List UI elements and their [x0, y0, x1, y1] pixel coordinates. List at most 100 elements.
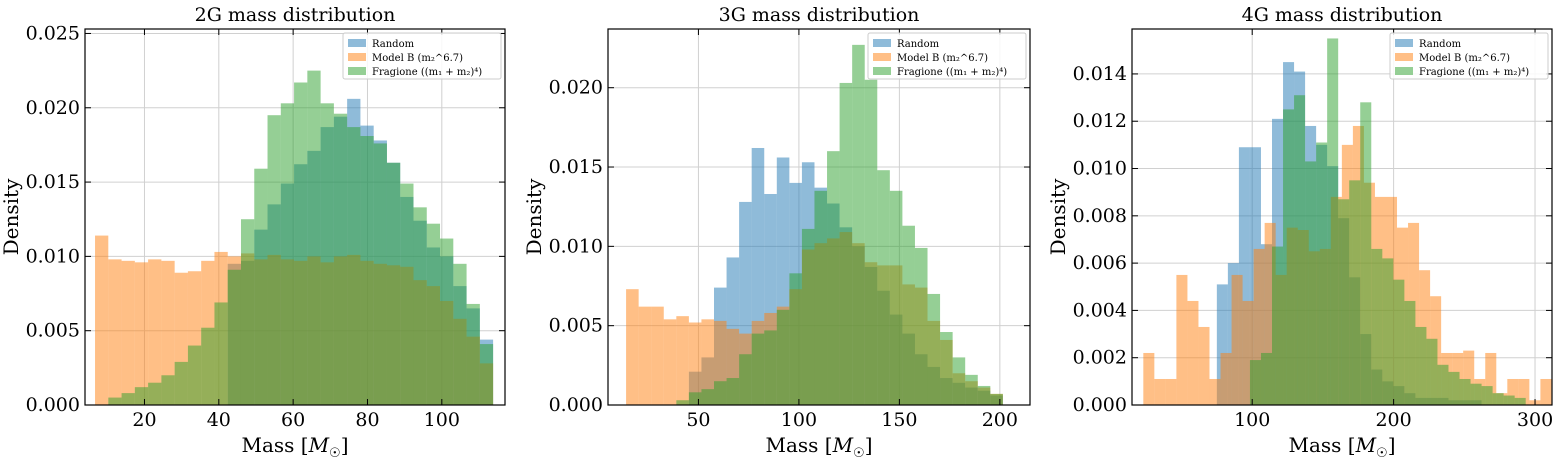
bar [688, 392, 702, 405]
bar [386, 162, 401, 405]
bar [1470, 383, 1482, 405]
bar [1231, 274, 1243, 405]
y-tick-label: 0.005 [26, 320, 80, 342]
bar [121, 260, 135, 405]
bar [413, 207, 427, 405]
bar [267, 115, 281, 405]
bar [479, 344, 494, 405]
bar [161, 375, 175, 405]
bar [701, 319, 715, 405]
y-tick-label: 0.006 [1073, 252, 1127, 274]
x-tick-label: 60 [281, 409, 305, 431]
bar [466, 303, 480, 405]
bar [1371, 248, 1383, 405]
legend: Random Model B (m₂^6.7) Fragione ((m₁ + m₂… [1389, 32, 1549, 80]
y-tick-label: 0.000 [549, 394, 603, 416]
bar [852, 44, 865, 405]
bar [1485, 352, 1497, 405]
x-tick-label: 200 [1375, 409, 1411, 431]
y-tick-label: 0.000 [1073, 394, 1127, 416]
x-tick-label: 200 [982, 409, 1018, 431]
legend-label: Fragione ((m₁ + m₂)⁴) [1419, 67, 1529, 78]
bar [1327, 38, 1339, 405]
bars [626, 44, 1003, 405]
bar [1459, 378, 1471, 405]
x-tick-label: 100 [781, 409, 817, 431]
bar [676, 316, 689, 405]
bar [676, 400, 689, 405]
bar [1260, 352, 1272, 405]
bar [174, 361, 188, 405]
bar [360, 136, 374, 405]
x-tick-label: 20 [132, 409, 156, 431]
bar [1393, 279, 1405, 405]
legend-swatch [348, 53, 366, 61]
y-tick-label: 0.010 [1073, 158, 1127, 180]
bar [201, 327, 215, 405]
bar [373, 143, 387, 405]
chart-panel-1: 20 40 60 80 100 0.000 0.005 0.010 0.015 0.020 0.02… [0, 4, 506, 461]
y-tick-label: 0.010 [26, 245, 80, 267]
chart-title: 4G mass distribution [1242, 4, 1443, 26]
y-tick-label: 0.015 [26, 171, 80, 193]
y-tick-label: 0.025 [26, 22, 80, 44]
bar [940, 332, 953, 405]
bar [688, 322, 702, 405]
legend-swatch [1395, 39, 1413, 47]
chart-panel-2: 50 100 150 200 0.000 0.005 0.010 0.015 0.020 3G m… [522, 4, 1031, 461]
bar [227, 269, 241, 405]
bar [1360, 102, 1372, 405]
bar [453, 263, 467, 405]
bar [877, 170, 890, 405]
y-tick-label: 0.012 [1073, 110, 1127, 132]
bar [1463, 350, 1475, 405]
bar [254, 168, 268, 405]
bar [121, 393, 135, 405]
legend-label: Fragione ((m₁ + m₂)⁴) [897, 67, 1007, 78]
bar [739, 354, 752, 405]
x-axis-label: Mass [M☉] [241, 433, 348, 461]
bar [1448, 371, 1460, 405]
bar [1507, 378, 1519, 405]
bar [1238, 147, 1250, 405]
bar [701, 389, 715, 405]
bar [764, 330, 777, 405]
bar [1503, 395, 1515, 405]
series-3 [108, 70, 494, 405]
axes-frame [1131, 28, 1553, 406]
legend-swatch [873, 53, 891, 61]
bar [187, 345, 202, 405]
y-tick-label: 0.020 [549, 77, 603, 99]
bar [307, 70, 321, 405]
x-axis-label: Mass [M☉] [765, 433, 872, 461]
bars [1143, 38, 1552, 405]
chart-title: 3G mass distribution [719, 4, 920, 26]
y-tick-label: 0.005 [549, 315, 603, 337]
bar [776, 309, 790, 405]
bar [1176, 274, 1188, 405]
bars [95, 70, 494, 405]
legend-label: Random [372, 39, 415, 50]
bar [280, 103, 295, 405]
y-axis-label: Density [0, 178, 23, 255]
bar [95, 235, 109, 405]
bar [864, 79, 878, 405]
x-axis-label: Mass [M☉] [1288, 433, 1395, 461]
bar [1253, 248, 1265, 405]
bar [161, 260, 175, 405]
x-tick-label: 40 [207, 409, 231, 431]
bar [1154, 378, 1166, 405]
bar [400, 183, 414, 405]
legend-label: Model B (m₂^6.7) [897, 53, 988, 64]
bar [440, 238, 454, 405]
legend-label: Random [1419, 39, 1462, 50]
bar [333, 113, 348, 405]
bar [927, 293, 941, 405]
bar [827, 151, 840, 405]
x-tick-label: 80 [355, 409, 379, 431]
legend-label: Model B (m₂^6.7) [372, 53, 463, 64]
bar [294, 82, 308, 405]
bar [1272, 246, 1284, 405]
bar [902, 225, 915, 405]
bar [626, 289, 639, 405]
